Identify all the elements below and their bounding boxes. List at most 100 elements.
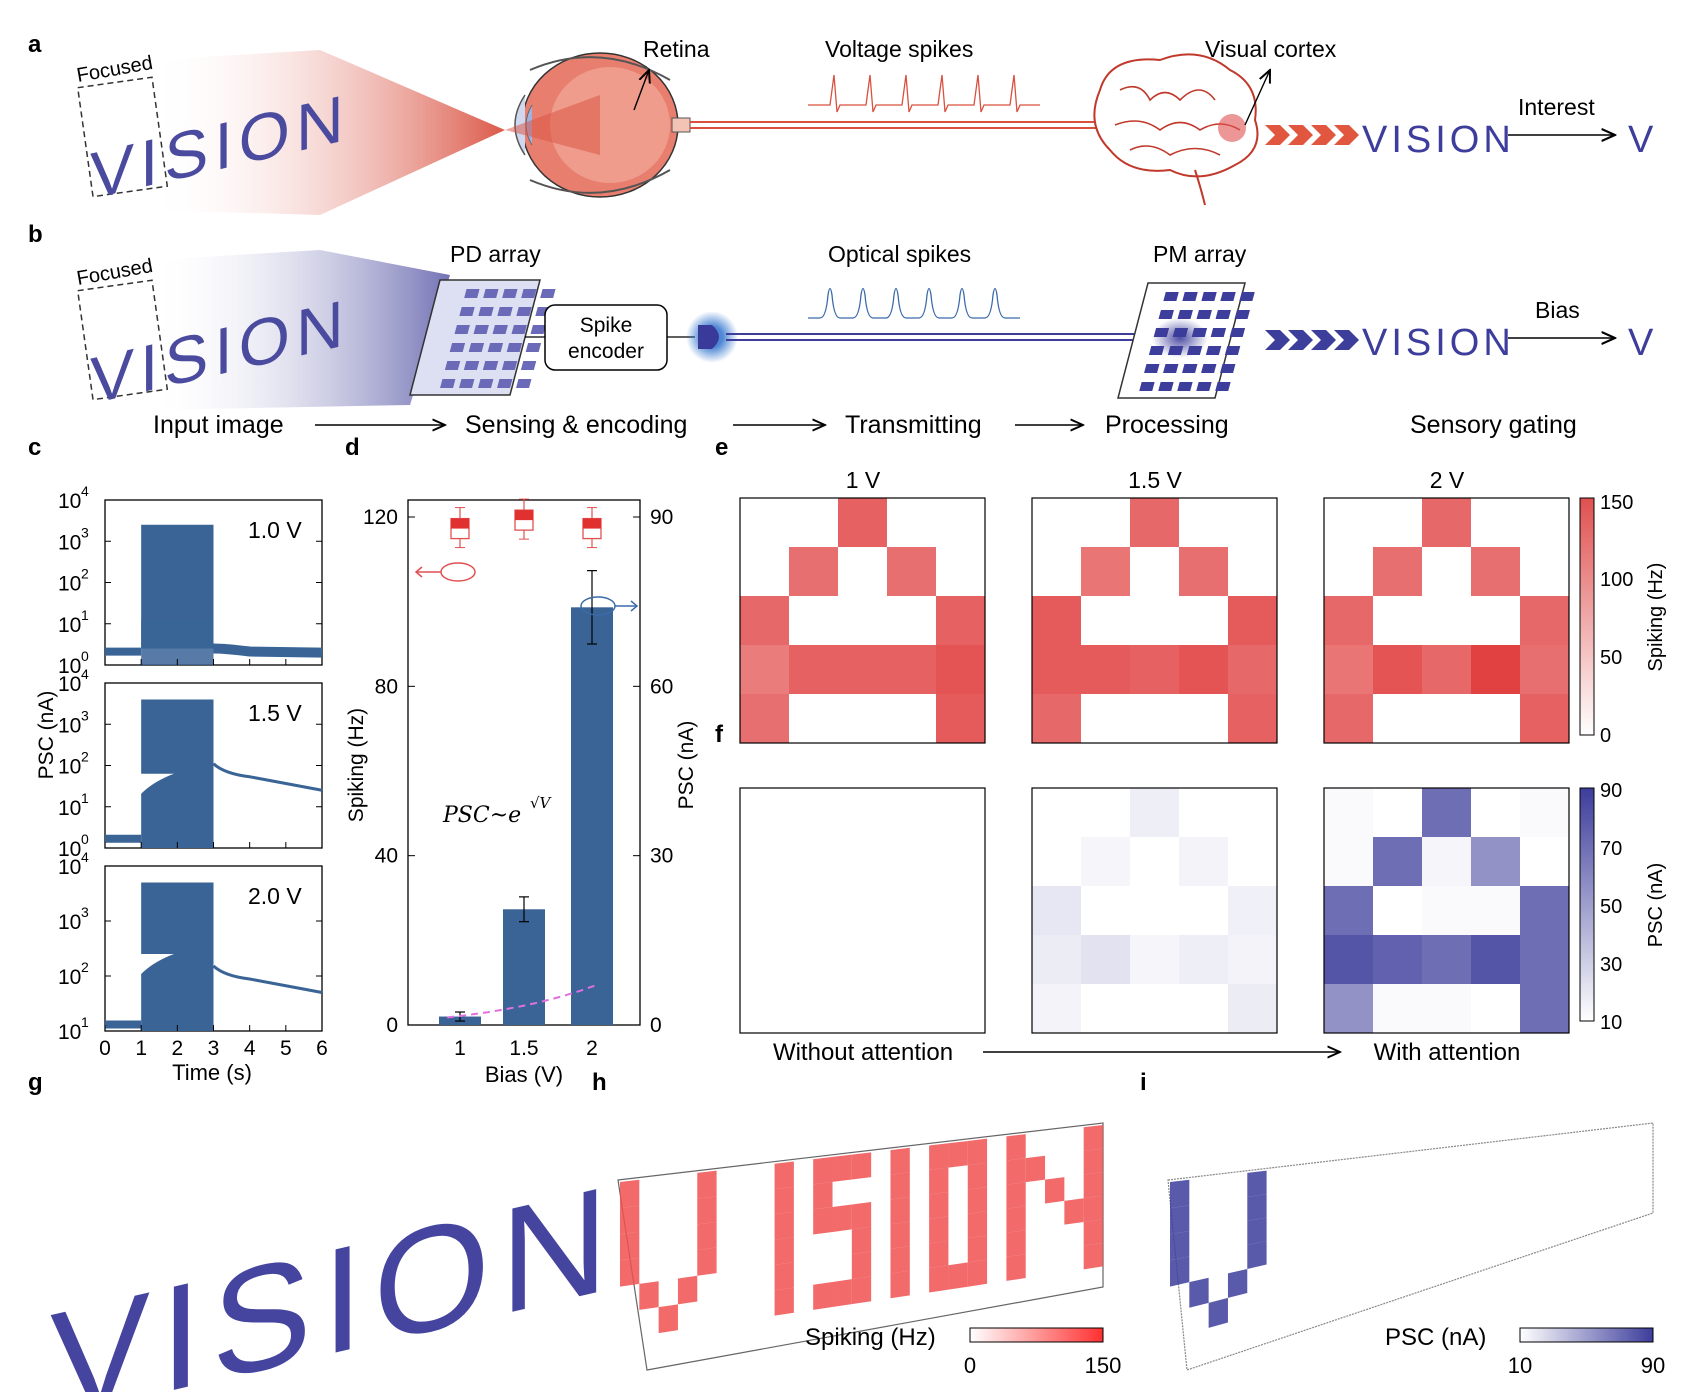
- voltage-spike-train: [808, 74, 1040, 113]
- vision-pixel: [832, 1204, 852, 1232]
- h-cbar-min: 0: [964, 1353, 976, 1378]
- e-cbar-label: Spiking (Hz): [1645, 563, 1667, 672]
- panel-d: Spiking (Hz) PSC (nA) Bias (V) 0 40 80 120 0…: [345, 498, 698, 1087]
- vision-pixel: [1170, 1230, 1190, 1261]
- f-cell: [1179, 837, 1228, 886]
- e-cell: [740, 596, 789, 645]
- e-cell: [1032, 694, 1081, 743]
- c-xtick-label: 1: [135, 1037, 147, 1060]
- visual-cortex-label: Visual cortex: [1205, 36, 1337, 62]
- vision-pixel: [1006, 1206, 1026, 1233]
- vision-pixel: [832, 1154, 852, 1182]
- panel-letter-c: c: [28, 434, 41, 461]
- vision-pixel: [774, 1237, 794, 1266]
- c-ytick-label: 10: [58, 911, 81, 934]
- vision-pixel: [929, 1216, 949, 1244]
- c-ytick-exp: 2: [81, 566, 89, 582]
- c-voltage-label: 2.0 V: [248, 883, 302, 909]
- e-cell: [1130, 498, 1179, 547]
- f-frame: [739, 787, 986, 1034]
- e-cell: [1324, 596, 1373, 645]
- vision-pixel: [1247, 1170, 1267, 1197]
- e-cell: [1081, 547, 1130, 596]
- f-cbar-tick: 50: [1600, 896, 1622, 918]
- e-cell: [1130, 645, 1179, 694]
- i-colorbar: [1519, 1327, 1654, 1343]
- array-cell: [1224, 346, 1241, 355]
- vision-pixel: [890, 1147, 910, 1175]
- array-cell: [521, 289, 537, 298]
- i-cbar-label: PSC (nA): [1385, 1324, 1486, 1351]
- vision-pixel: [774, 1262, 794, 1291]
- vision-pixel: [1083, 1148, 1103, 1175]
- fit-equation: PSC~e √V: [442, 794, 553, 828]
- array-cell: [463, 361, 480, 370]
- array-cell: [1196, 382, 1212, 391]
- d-fit-curve: [447, 984, 595, 1019]
- array-cell: [1210, 328, 1227, 337]
- e-colorbar-ticks: 150 100 50 0: [1600, 492, 1633, 747]
- array-cell: [516, 379, 532, 388]
- vision-pixel: [677, 1275, 698, 1305]
- array-cell: [506, 343, 523, 352]
- f-cell: [1130, 935, 1179, 984]
- stage-input-image: Input image: [153, 411, 284, 439]
- array-cell: [1215, 310, 1231, 319]
- pd-array-label: PD array: [450, 241, 541, 267]
- e-cell: [1228, 694, 1277, 743]
- e-frame: [739, 497, 986, 744]
- array-cell: [497, 307, 513, 316]
- f-cell: [1422, 886, 1471, 935]
- e-cell: [1324, 694, 1373, 743]
- array-cell: [1158, 382, 1174, 391]
- encoder-line1: Spike: [580, 314, 633, 337]
- c-ytick-label: 10: [58, 1021, 81, 1044]
- c-ytick-exp: 3: [81, 904, 89, 920]
- retina-label: Retina: [643, 36, 710, 62]
- c-ytick-label: 10: [58, 797, 81, 820]
- c-ytick-exp: 4: [81, 849, 89, 865]
- vision-pixel: [1083, 1195, 1103, 1222]
- vision-pixel: [1189, 1277, 1209, 1308]
- c-ytick-exp: 0: [81, 648, 89, 664]
- i-cbar-max: 90: [1641, 1353, 1665, 1378]
- e-frame: [1323, 497, 1570, 744]
- e-cell: [1228, 645, 1277, 694]
- f-cell: [1228, 984, 1277, 1033]
- panel-e: 1 V 1.5 V 2 V 150 100 50 0 Spiking (Hz): [739, 467, 1667, 747]
- array-cell: [1163, 364, 1179, 373]
- d-y2tick-label: 0: [650, 1014, 662, 1037]
- f-cell: [1179, 935, 1228, 984]
- c-ytick-exp: 3: [81, 524, 89, 540]
- brain-icon: [1093, 53, 1259, 206]
- c-ylabel: PSC (nA): [35, 691, 58, 780]
- eye-light-cone: [505, 95, 600, 155]
- vision-pixel: [929, 1192, 949, 1220]
- vision-pixel: [890, 1221, 910, 1249]
- array-cell: [459, 379, 475, 388]
- with-attention-label: With attention: [1374, 1039, 1521, 1066]
- c-ytick-exp: 1: [81, 1014, 89, 1030]
- array-cell: [464, 289, 480, 298]
- c-decay-line: [212, 964, 323, 994]
- vision-pixel: [1006, 1182, 1026, 1209]
- e-cell: [740, 694, 789, 743]
- e-cell: [1520, 596, 1569, 645]
- h-cbar-max: 150: [1085, 1353, 1122, 1378]
- vision-pixel: [1083, 1125, 1103, 1151]
- f-cell: [1324, 886, 1373, 935]
- vision-pixel: [851, 1201, 872, 1230]
- c-xtick-label: 5: [280, 1037, 292, 1060]
- chevrons-red-icon: [1265, 125, 1359, 145]
- vision-pixel: [1083, 1172, 1103, 1199]
- e-cell: [1422, 645, 1471, 694]
- array-cell: [449, 343, 466, 352]
- c-baseline-noise: [105, 834, 142, 843]
- vision-pixel: [774, 1161, 794, 1190]
- vision-pixel: [697, 1170, 717, 1199]
- f-cell: [1471, 935, 1520, 984]
- c-decay-line: [213, 643, 323, 658]
- stage-labels: Input image Sensing & encoding Transmitt…: [153, 411, 1577, 439]
- optical-spikes-label: Optical spikes: [828, 241, 971, 267]
- f-cell: [1324, 837, 1373, 886]
